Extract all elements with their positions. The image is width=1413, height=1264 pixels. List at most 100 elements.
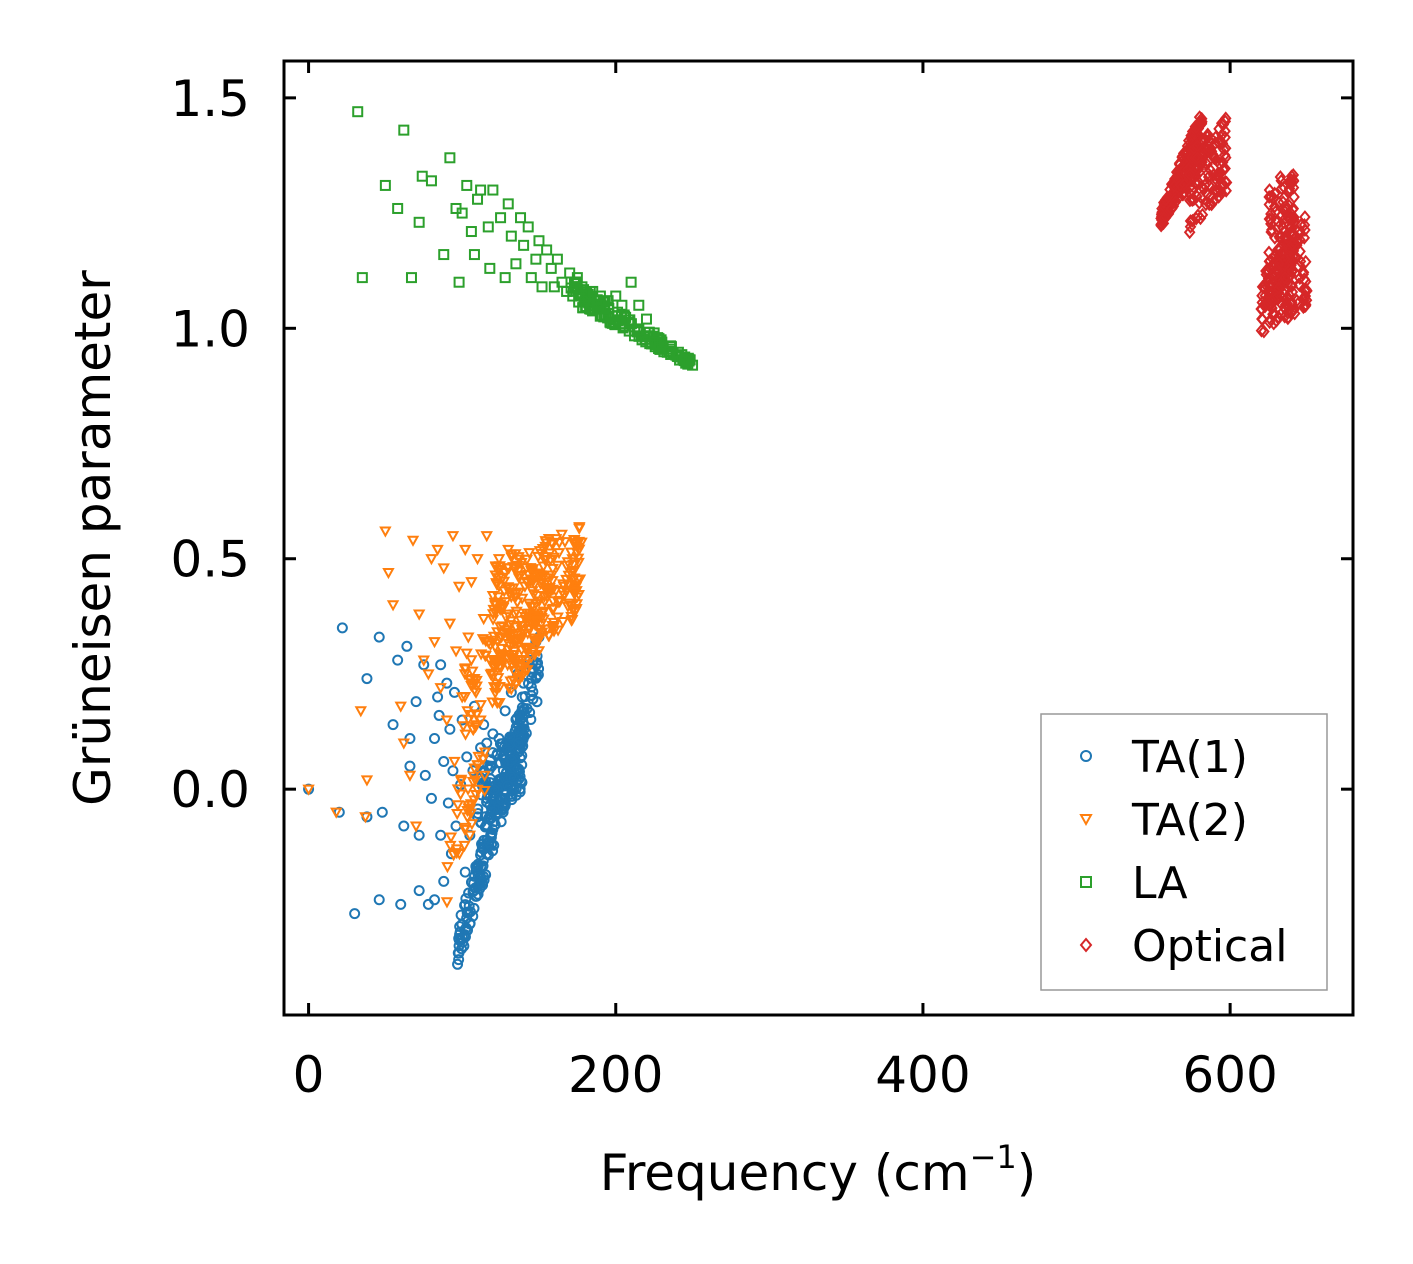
data-point	[493, 732, 505, 744]
data-point	[502, 780, 514, 792]
data-point	[1274, 170, 1287, 184]
data-point	[495, 816, 507, 828]
data-point	[530, 253, 542, 265]
data-point	[1184, 193, 1196, 208]
data-point	[522, 221, 534, 233]
data-point	[543, 548, 556, 560]
data-point	[474, 649, 488, 661]
data-point	[1258, 324, 1270, 339]
data-point	[466, 666, 479, 678]
data-point	[474, 700, 487, 712]
data-point	[515, 212, 527, 224]
data-point	[471, 554, 484, 566]
data-point	[470, 860, 482, 872]
data-point	[546, 576, 559, 588]
data-point	[648, 327, 660, 339]
data-point	[478, 747, 492, 759]
data-points	[302, 106, 1313, 970]
data-point	[524, 563, 537, 575]
data-point	[429, 894, 441, 906]
data-point	[610, 290, 622, 302]
data-point	[442, 797, 454, 809]
data-point	[1186, 193, 1199, 208]
data-point	[373, 631, 385, 643]
data-point	[419, 769, 431, 781]
data-point	[356, 272, 368, 284]
data-point	[330, 807, 343, 819]
data-point	[1268, 191, 1280, 206]
data-point	[1263, 183, 1276, 198]
data-point	[1268, 307, 1281, 322]
data-point	[656, 336, 668, 348]
data-point	[547, 552, 560, 564]
data-point	[1209, 171, 1222, 186]
data-point	[534, 570, 547, 582]
data-point	[359, 812, 372, 824]
data-point	[1269, 204, 1282, 219]
data-point	[1283, 198, 1295, 213]
data-point	[410, 696, 422, 708]
data-point	[591, 303, 603, 315]
data-point	[443, 618, 457, 630]
data-point	[493, 698, 506, 710]
data-point	[459, 544, 472, 557]
data-point	[529, 598, 542, 611]
data-point	[435, 829, 447, 841]
data-point	[397, 738, 411, 750]
data-point	[545, 570, 558, 582]
data-point	[405, 272, 417, 284]
data-point	[523, 548, 536, 560]
legend-label: TA(2)	[1131, 795, 1248, 846]
data-point	[551, 560, 564, 572]
data-point	[392, 654, 404, 666]
legend-items: TA(1) TA(2) LA Optical	[1079, 732, 1287, 972]
data-point	[1268, 186, 1281, 201]
data-point	[1190, 162, 1202, 177]
data-point	[1286, 237, 1299, 252]
data-point	[404, 760, 416, 772]
data-point	[640, 313, 652, 325]
data-point	[532, 646, 546, 658]
data-point	[1286, 264, 1298, 279]
data-point	[461, 706, 474, 718]
data-point	[1285, 169, 1298, 184]
data-point	[472, 811, 484, 823]
data-point	[495, 757, 507, 769]
data-point	[1272, 214, 1284, 229]
data-point	[483, 655, 497, 667]
data-point	[302, 784, 315, 796]
data-point	[428, 637, 441, 649]
axes-frame	[282, 59, 1355, 1017]
data-point	[1203, 197, 1216, 212]
data-point	[461, 812, 474, 824]
data-point	[572, 590, 585, 602]
y-tick-label: 0.5	[170, 531, 250, 589]
data-point	[1219, 141, 1232, 156]
data-point	[687, 359, 699, 371]
data-point	[1158, 211, 1170, 225]
data-point	[1182, 133, 1195, 148]
data-point	[409, 821, 423, 833]
data-point	[536, 281, 548, 293]
data-point	[1165, 202, 1178, 216]
data-point	[567, 290, 579, 302]
data-point	[1194, 211, 1207, 226]
data-point	[425, 792, 437, 804]
data-point	[477, 614, 490, 626]
data-point	[1219, 174, 1232, 189]
data-point	[1263, 315, 1276, 330]
data-point	[1262, 273, 1275, 288]
data-point	[1292, 258, 1305, 273]
data-point	[1195, 111, 1208, 126]
data-point	[573, 296, 585, 308]
data-point	[1284, 212, 1297, 227]
data-point	[490, 579, 504, 591]
data-point	[495, 643, 508, 656]
data-point	[435, 659, 447, 671]
data-point	[459, 729, 472, 741]
data-point	[540, 586, 553, 598]
data-point	[1185, 128, 1197, 143]
data-point	[502, 198, 514, 210]
data-point	[514, 783, 526, 795]
